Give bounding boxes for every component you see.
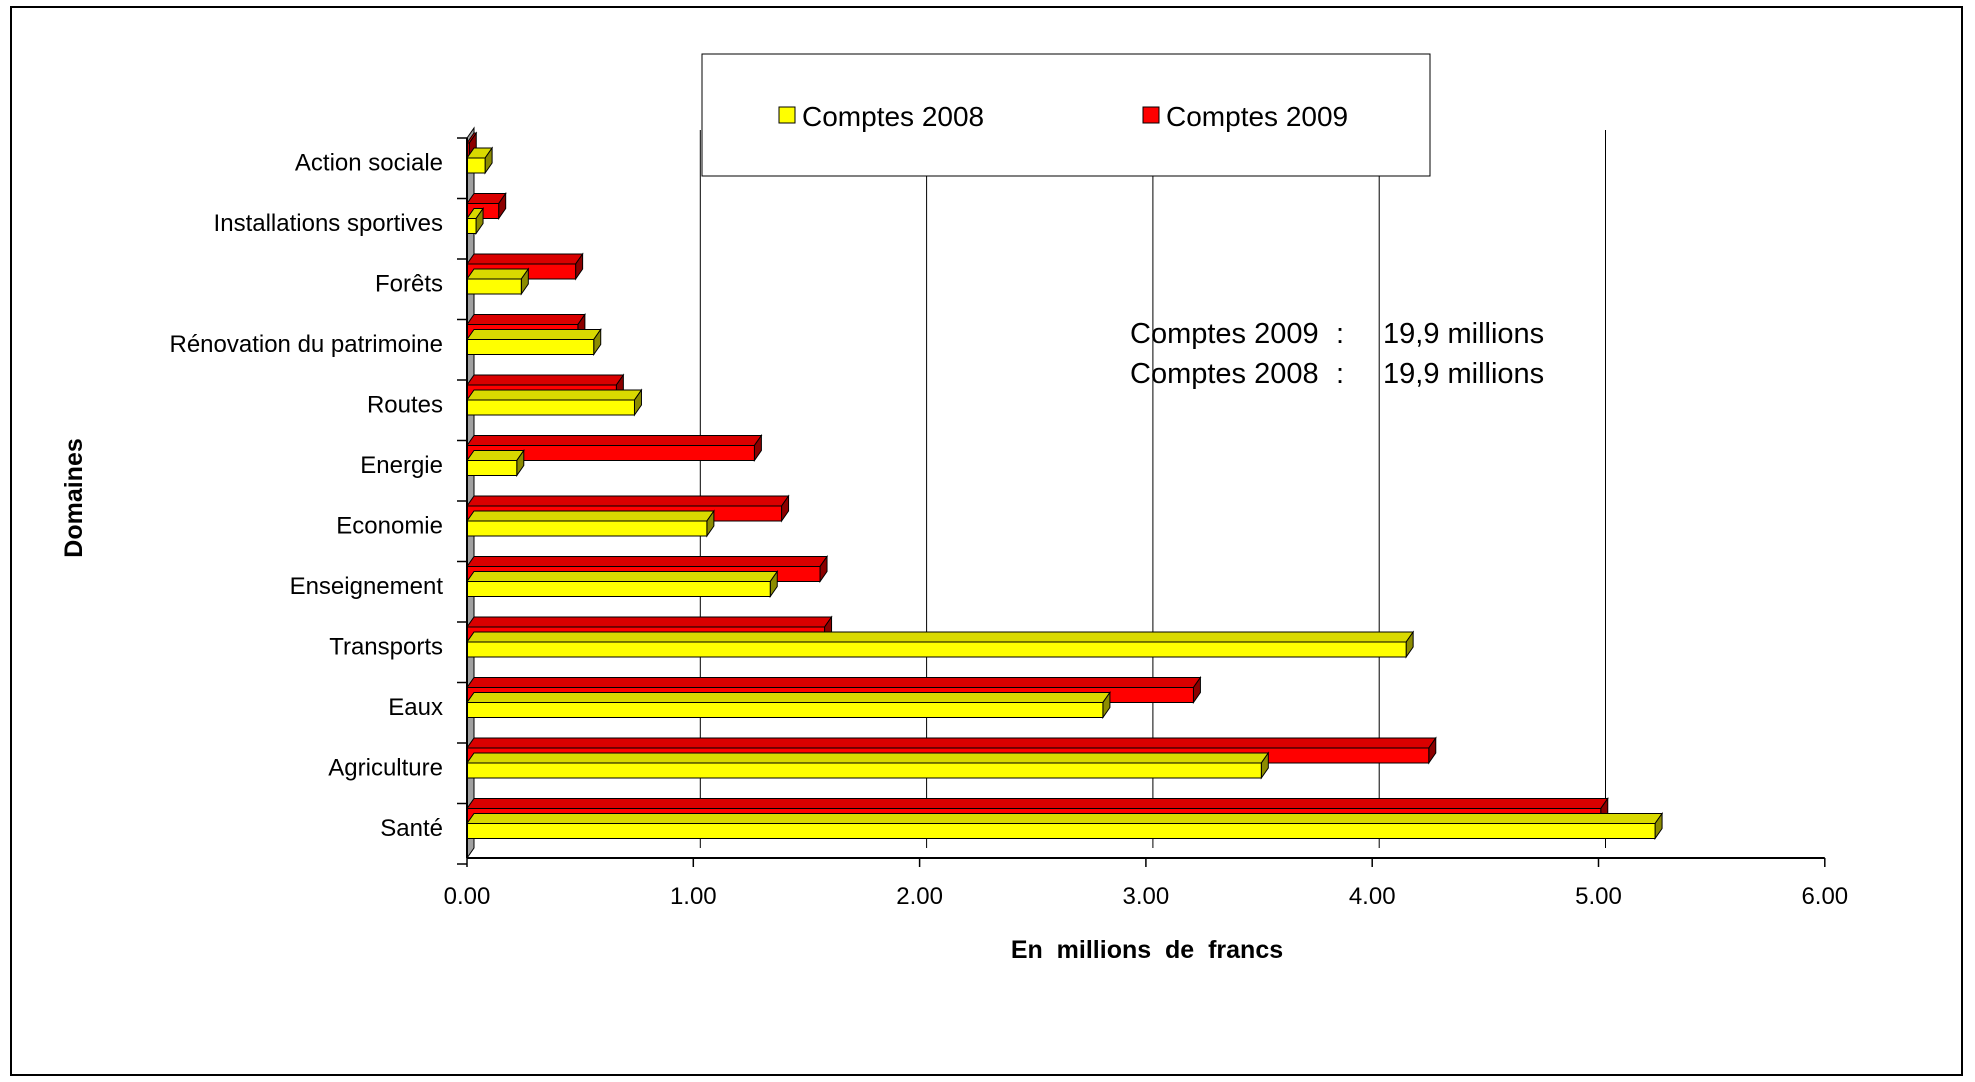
totals-note: Comptes 2009 : 19,9 millions Comptes 200… <box>1130 318 1544 390</box>
bar-2008 <box>466 327 602 357</box>
bars <box>466 131 1664 841</box>
x-axis-title: En millions de francs <box>1011 936 1283 964</box>
category-label: Economie <box>336 512 443 539</box>
category-label: Installations sportives <box>214 210 443 237</box>
x-tick-label: 1.00 <box>670 883 717 910</box>
category-labels: Action sociale Installations sportives For… <box>169 149 443 842</box>
category-label: Agriculture <box>328 754 443 781</box>
y-axis-title: Domaines <box>60 438 88 557</box>
category-label: Transports <box>329 633 443 660</box>
legend: Comptes 2008 Comptes 2009 <box>701 53 1431 177</box>
legend-swatch-2008 <box>778 106 796 124</box>
category-label: Rénovation du patrimoine <box>169 331 443 358</box>
bar-2008 <box>466 206 485 236</box>
bar-2008 <box>466 630 1415 659</box>
legend-swatch-2009 <box>1142 106 1160 124</box>
bar-2008 <box>466 751 1270 780</box>
bar-2008 <box>466 569 779 599</box>
x-tick-label: 2.00 <box>896 883 943 910</box>
bar-2008 <box>466 146 494 175</box>
category-label: Santé <box>380 815 443 842</box>
note-label-2009: Comptes 2009 <box>1130 318 1319 350</box>
x-tick-label: 4.00 <box>1349 883 1396 910</box>
legend-label-2008: Comptes 2008 <box>802 101 984 132</box>
note-value-2008: 19,9 millions <box>1383 358 1544 390</box>
category-label: Energie <box>360 452 443 479</box>
category-label: Eaux <box>388 694 443 721</box>
note-label-2008: Comptes 2008 <box>1130 358 1319 390</box>
note-sep-2009: : <box>1336 318 1344 350</box>
bar-2008 <box>466 509 715 538</box>
bar-2008 <box>466 267 530 296</box>
bar-2008 <box>466 448 525 478</box>
category-label: Enseignement <box>290 573 444 600</box>
note-sep-2008: : <box>1336 358 1344 390</box>
category-label: Routes <box>367 391 443 418</box>
axes <box>457 137 1826 867</box>
x-tick-label: 6.00 <box>1801 883 1848 910</box>
bar-2008 <box>466 388 643 417</box>
bar-2008 <box>466 690 1111 720</box>
x-tick-labels: 0.00 1.00 2.00 3.00 4.00 5.00 6.00 <box>444 883 1849 910</box>
bar-2008 <box>466 811 1664 841</box>
category-label: Action sociale <box>295 149 443 176</box>
note-value-2009: 19,9 millions <box>1383 318 1544 350</box>
x-tick-label: 3.00 <box>1123 883 1170 910</box>
gridlines <box>699 130 1606 848</box>
chart-frame <box>10 6 1963 1076</box>
category-label: Forêts <box>375 270 443 297</box>
x-tick-label: 5.00 <box>1575 883 1622 910</box>
x-tick-label: 0.00 <box>444 883 491 910</box>
legend-label-2009: Comptes 2009 <box>1166 101 1348 132</box>
legend-box <box>701 53 1431 177</box>
